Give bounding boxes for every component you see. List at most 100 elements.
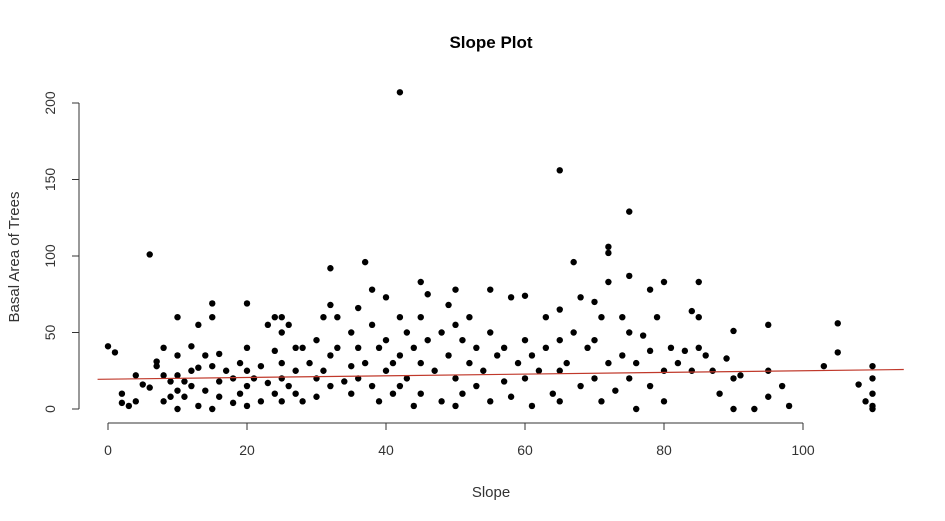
data-point <box>389 359 397 367</box>
data-point <box>174 405 181 413</box>
data-point <box>514 359 522 367</box>
data-point <box>209 300 216 307</box>
data-point <box>382 336 390 344</box>
data-point <box>584 344 591 351</box>
data-point <box>869 362 876 370</box>
data-point <box>653 314 661 321</box>
data-point <box>278 359 285 367</box>
data-point <box>542 314 550 321</box>
data-point <box>730 327 737 335</box>
data-point <box>730 405 737 413</box>
data-point <box>869 375 876 382</box>
data-point <box>181 378 188 385</box>
data-point <box>646 382 654 390</box>
data-point <box>626 375 633 382</box>
data-point <box>174 314 181 321</box>
data-point <box>174 372 181 379</box>
data-point <box>591 336 598 344</box>
data-point <box>626 208 633 215</box>
data-point <box>834 320 841 327</box>
data-point <box>577 294 584 301</box>
data-point <box>577 382 584 390</box>
data-point <box>834 349 841 356</box>
data-point <box>236 390 244 397</box>
data-point <box>375 398 383 405</box>
data-point <box>271 347 278 355</box>
data-point <box>730 375 737 382</box>
data-point <box>695 314 702 321</box>
data-point <box>341 378 348 385</box>
data-point <box>612 387 619 394</box>
data-point <box>480 367 487 374</box>
data-point <box>229 375 237 382</box>
data-point <box>125 402 133 410</box>
data-point <box>528 402 536 410</box>
data-point <box>118 390 126 397</box>
x-axis-label: Slope <box>472 484 510 501</box>
data-point <box>306 359 313 367</box>
data-point <box>473 382 480 390</box>
data-point <box>417 359 424 367</box>
data-point <box>410 402 417 410</box>
data-point <box>389 390 397 397</box>
data-point <box>292 367 299 374</box>
data-point <box>862 398 869 405</box>
data-point <box>278 314 285 321</box>
data-point <box>396 352 404 359</box>
data-point <box>375 344 383 351</box>
data-points <box>104 89 876 413</box>
data-point <box>243 402 251 410</box>
data-point <box>605 359 612 367</box>
data-point <box>313 336 320 344</box>
data-point <box>327 352 334 359</box>
data-point <box>549 390 556 397</box>
data-point <box>473 344 480 351</box>
data-point <box>278 375 285 382</box>
data-point <box>424 336 431 344</box>
data-point <box>327 265 334 272</box>
data-point <box>209 405 216 413</box>
data-point <box>195 402 202 410</box>
data-point <box>355 344 362 351</box>
data-point <box>494 352 501 359</box>
data-point <box>605 249 612 257</box>
x-tick-label: 100 <box>791 442 815 458</box>
data-point <box>278 398 285 405</box>
data-point <box>417 390 424 397</box>
data-point <box>292 390 299 397</box>
data-point <box>556 367 563 374</box>
data-point <box>271 390 278 397</box>
data-point <box>507 393 515 400</box>
data-point <box>216 378 223 385</box>
data-point <box>438 329 445 336</box>
data-point <box>619 352 626 359</box>
data-point <box>459 336 466 344</box>
data-point <box>521 336 529 344</box>
y-tick-label: 0 <box>42 405 58 413</box>
data-point <box>348 362 355 370</box>
data-point <box>348 329 355 336</box>
data-point <box>118 399 126 407</box>
data-point <box>243 300 251 307</box>
x-tick-label: 40 <box>378 442 394 458</box>
data-point <box>605 243 612 251</box>
data-point <box>785 402 793 410</box>
data-point <box>500 344 508 351</box>
data-point <box>285 321 292 329</box>
data-point <box>355 375 362 382</box>
data-point <box>403 329 411 336</box>
data-point <box>229 399 237 407</box>
data-point <box>521 292 529 299</box>
data-point <box>368 286 376 293</box>
data-point <box>243 367 251 374</box>
data-point <box>403 375 411 382</box>
data-point <box>410 344 417 351</box>
data-point <box>320 367 327 374</box>
y-tick-label: 50 <box>42 325 58 341</box>
data-point <box>570 329 577 336</box>
data-point <box>111 349 119 356</box>
data-point <box>869 405 876 413</box>
data-point <box>563 359 570 367</box>
data-point <box>299 344 306 351</box>
data-point <box>299 398 306 405</box>
